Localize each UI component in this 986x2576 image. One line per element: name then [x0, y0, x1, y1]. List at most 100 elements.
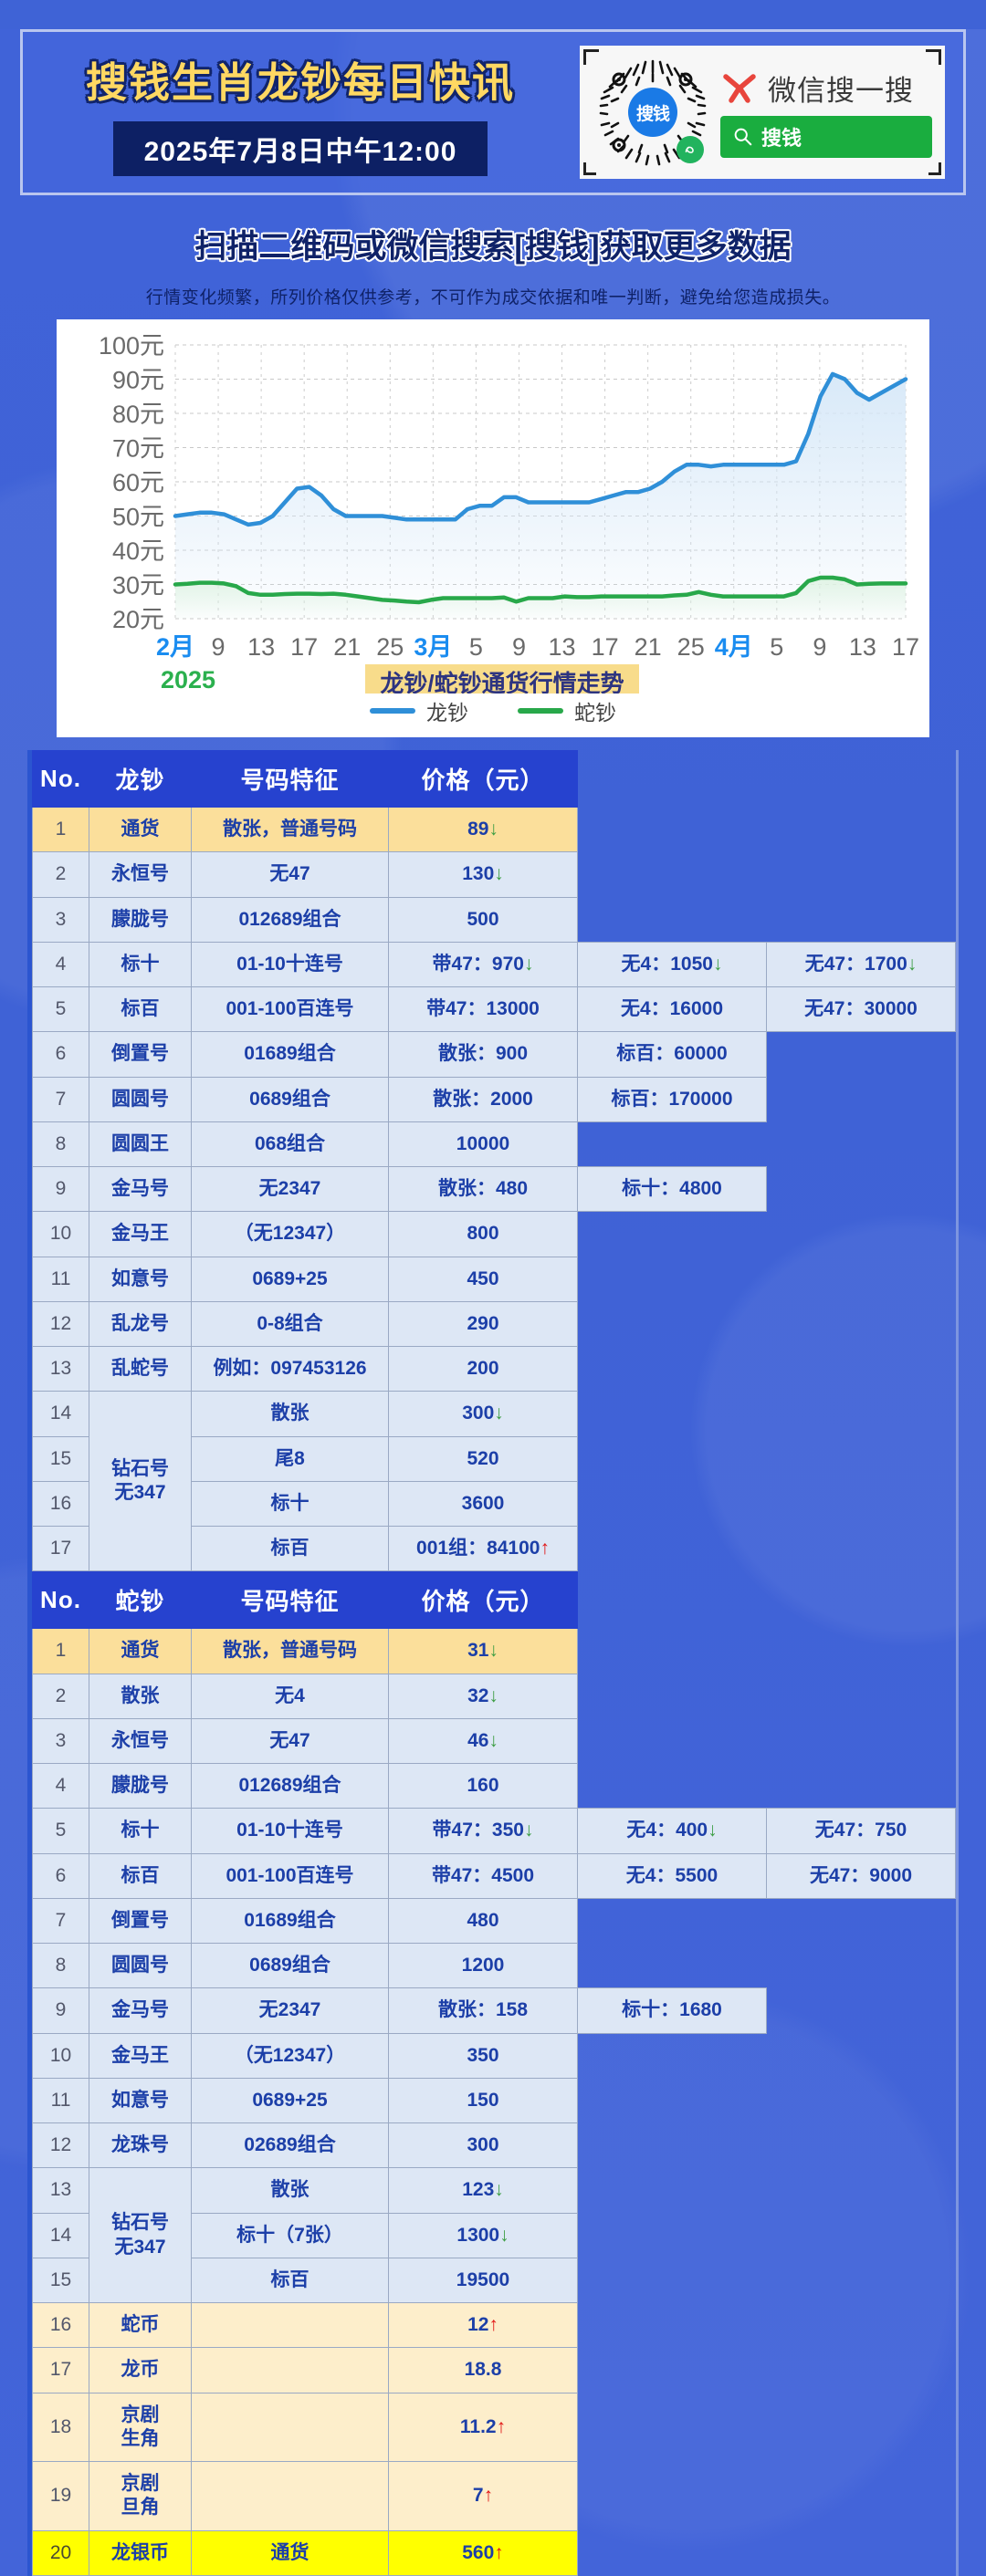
snake-row-price: 标十：1680 [577, 1987, 767, 2034]
chart-ytick-label: 100元 [99, 332, 164, 360]
snake-col-name: 蛇钞 [89, 1571, 192, 1630]
snake-row-price: 19500 [388, 2257, 578, 2304]
dragon-row-no: 14 [32, 1391, 89, 1437]
dragon-row-name: 乱蛇号 [89, 1345, 192, 1392]
snake-row-price: 7↑ [388, 2461, 578, 2531]
dragon-table-head: No. 龙钞 号码特征 价格（元） [32, 750, 956, 808]
dragon-row-no: 13 [32, 1345, 89, 1392]
dragon-row-feature: 散张，普通号码 [191, 806, 389, 853]
table-row: 15 尾8 520 [32, 1435, 956, 1482]
table-row: 11 如意号 0689+25 450 [32, 1256, 956, 1302]
legend-label-snake: 蛇钞 [574, 701, 616, 725]
snake-row-feature [191, 2347, 389, 2393]
dragon-row-no: 1 [32, 806, 89, 853]
dragon-row-no: 12 [32, 1300, 89, 1348]
snake-row-price: 560↑ [388, 2529, 578, 2576]
qr-center-label: 搜钱 [628, 88, 677, 137]
dragon-row-feature: 例如：097453126 [191, 1345, 389, 1392]
snake-row-price: 无47：750 [766, 1808, 956, 1854]
chart-ytick-label: 50元 [112, 504, 164, 531]
legend-label-dragon: 龙钞 [426, 701, 468, 725]
dragon-row-name: 金马王 [89, 1211, 192, 1257]
dragon-row-feature: 012689组合 [191, 896, 389, 943]
snake-row-no: 12 [32, 2122, 89, 2169]
snake-row-price: 无47：9000 [766, 1852, 956, 1899]
snake-row-name: 龙币 [89, 2347, 192, 2393]
table-row: 16 蛇币 12↑ [32, 2301, 956, 2349]
chart-legend: 龙钞 蛇钞 [64, 694, 922, 734]
dragon-row-price: 450 [388, 1256, 578, 1302]
snake-row-price: 31↓ [388, 1628, 578, 1674]
dragon-row-price: 无4：1050↓ [577, 941, 767, 988]
wechat-miniprogram-icon [677, 136, 704, 163]
dragon-row-no: 11 [32, 1256, 89, 1302]
table-row: 18 京剧 生角 11.2↑ [32, 2392, 956, 2462]
dragon-row-price: 300↓ [388, 1391, 578, 1437]
snake-row-no: 15 [32, 2257, 89, 2304]
dragon-header-row: No. 龙钞 号码特征 价格（元） [32, 750, 956, 808]
table-row: 9 金马号 无2347 散张：480 标十：4800 [32, 1165, 956, 1213]
dragon-row-no: 3 [32, 896, 89, 943]
dragon-row-feature: 标十 [191, 1480, 389, 1528]
dragon-row-price: 001组：84100↑ [388, 1525, 578, 1572]
table-row: 14 钻石号 无347 散张 300↓ [32, 1391, 956, 1572]
snake-row-feature: 02689组合 [191, 2122, 389, 2169]
snake-row-feature [191, 2301, 389, 2349]
chart-xtick-label: 17 [892, 633, 919, 661]
snake-row-no: 9 [32, 1987, 89, 2034]
dragon-row-feature: 068组合 [191, 1121, 389, 1168]
snake-row-name: 通货 [89, 1628, 192, 1674]
dragon-row-price: 标十：4800 [577, 1165, 767, 1213]
dragon-row-no: 5 [32, 986, 89, 1033]
dragon-row-price: 89↓ [388, 806, 578, 853]
snake-row-feature [191, 2461, 389, 2531]
legend-item-snake: 蛇钞 [518, 695, 616, 726]
dragon-row-feature: 尾8 [191, 1435, 389, 1482]
table-row: 8 圆圆王 068组合 10000 [32, 1121, 956, 1168]
snake-row-feature [191, 2392, 389, 2462]
snake-row-price: 无4：400↓ [577, 1808, 767, 1854]
chart-ytick-label: 30元 [112, 572, 164, 600]
table-row: 4 朦胧号 012689组合 160 [32, 1762, 956, 1809]
snake-row-no: 4 [32, 1762, 89, 1809]
chart-line-snake [173, 575, 908, 605]
dragon-row-no: 2 [32, 851, 89, 898]
table-row: 6 倒置号 01689组合 散张：900 标百：60000 [32, 1031, 956, 1078]
table-row: 10 金马王 （无12347） 800 [32, 1211, 956, 1257]
legend-swatch-snake [518, 708, 563, 714]
table-row: 3 永恒号 无47 46↓ [32, 1717, 956, 1765]
dragon-row-price: 散张：2000 [388, 1076, 578, 1122]
wechat-search-box[interactable]: 搜钱 [720, 115, 932, 158]
snake-table-body: 1 通货 散张，普通号码 31↓ 2 散张 无4 32↓ 3 永恒号 无47 46↓ 4 朦胧号 01268… [32, 1628, 956, 2576]
dragon-row-name: 圆圆王 [89, 1121, 192, 1168]
chart-xtick-label: 17 [592, 633, 619, 661]
dragon-row-price: 散张：900 [388, 1031, 578, 1078]
snake-row-feature: 无47 [191, 1717, 389, 1765]
snake-row-name: 龙珠号 [89, 2122, 192, 2169]
chart-year-label: 2025 [161, 666, 215, 694]
snake-row-price: 18.8 [388, 2347, 578, 2393]
dragon-price-table: No. 龙钞 号码特征 价格（元） 1 通货 散张，普通号码 89↓ 2 永恒号 无47 13… [32, 750, 956, 1572]
dragon-table-body: 1 通货 散张，普通号码 89↓ 2 永恒号 无47 130↓ 3 朦胧号 012689组合 500 4… [32, 806, 956, 1572]
snake-row-price: 350 [388, 2032, 578, 2079]
snake-row-name: 蛇币 [89, 2301, 192, 2349]
wechat-search-card[interactable]: 搜钱 微信 [580, 46, 945, 179]
snake-row-name: 倒置号 [89, 1897, 192, 1945]
snake-row-price: 带47：350↓ [388, 1808, 578, 1854]
snake-row-price: 11.2↑ [388, 2392, 578, 2462]
snake-row-price: 150 [388, 2077, 578, 2124]
chart-xtick-label: 3月 [414, 633, 452, 661]
table-row: 13 钻石号 无347 散张 123↓ [32, 2167, 956, 2303]
wechat-brand-label: 微信搜一搜 [768, 74, 914, 107]
dragon-row-price: 130↓ [388, 851, 578, 898]
dragon-row-name: 朦胧号 [89, 896, 192, 943]
qr-code[interactable]: 搜钱 [598, 57, 708, 167]
snake-row-price: 32↓ [388, 1673, 578, 1719]
table-row: 3 朦胧号 012689组合 500 [32, 896, 956, 943]
dragon-row-feature: 无2347 [191, 1165, 389, 1213]
snake-row-feature: 无4 [191, 1673, 389, 1719]
dragon-row-no: 16 [32, 1480, 89, 1528]
snake-row-name: 金马号 [89, 1987, 192, 2034]
snake-row-name: 金马王 [89, 2032, 192, 2079]
snake-row-feature: （无12347） [191, 2032, 389, 2079]
